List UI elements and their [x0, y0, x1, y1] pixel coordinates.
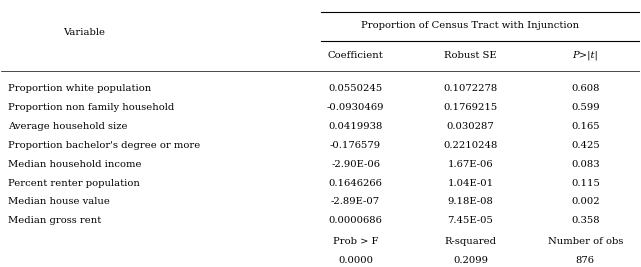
Text: 0.002: 0.002 — [571, 198, 600, 206]
Text: Proportion of Census Tract with Injunction: Proportion of Census Tract with Injuncti… — [362, 21, 579, 30]
Text: 0.165: 0.165 — [571, 122, 600, 131]
Text: 1.04E-01: 1.04E-01 — [447, 179, 494, 187]
Text: Robust SE: Robust SE — [444, 51, 497, 60]
Text: 7.45E-05: 7.45E-05 — [447, 217, 494, 225]
Text: Median gross rent: Median gross rent — [8, 217, 101, 225]
Text: Proportion white population: Proportion white population — [8, 84, 151, 93]
Text: -0.176579: -0.176579 — [330, 141, 381, 150]
Text: 0.2099: 0.2099 — [453, 256, 488, 265]
Text: 0.0000: 0.0000 — [338, 256, 373, 265]
Text: Median household income: Median household income — [8, 160, 141, 168]
Text: -0.0930469: -0.0930469 — [327, 103, 385, 112]
Text: Percent renter population: Percent renter population — [8, 179, 140, 187]
Text: 0.0550245: 0.0550245 — [328, 84, 383, 93]
Text: 0.0000686: 0.0000686 — [329, 217, 383, 225]
Text: 0.599: 0.599 — [571, 103, 600, 112]
Text: 0.1769215: 0.1769215 — [444, 103, 497, 112]
Text: Prob > F: Prob > F — [333, 237, 378, 246]
Text: 0.115: 0.115 — [571, 179, 600, 187]
Text: -2.90E-06: -2.90E-06 — [331, 160, 380, 168]
Text: Variable: Variable — [63, 29, 105, 37]
Text: Proportion bachelor's degree or more: Proportion bachelor's degree or more — [8, 141, 200, 150]
Text: P>|t|: P>|t| — [572, 51, 598, 60]
Text: Median house value: Median house value — [8, 198, 110, 206]
Text: 0.083: 0.083 — [571, 160, 600, 168]
Text: 0.0419938: 0.0419938 — [328, 122, 383, 131]
Text: 9.18E-08: 9.18E-08 — [447, 198, 494, 206]
Text: 0.1646266: 0.1646266 — [329, 179, 383, 187]
Text: 876: 876 — [576, 256, 595, 265]
Text: 1.67E-06: 1.67E-06 — [447, 160, 494, 168]
Text: 0.1072278: 0.1072278 — [444, 84, 497, 93]
Text: -2.89E-07: -2.89E-07 — [331, 198, 380, 206]
Text: 0.425: 0.425 — [571, 141, 600, 150]
Text: 0.358: 0.358 — [571, 217, 600, 225]
Text: 0.2210248: 0.2210248 — [444, 141, 497, 150]
Text: R-squared: R-squared — [444, 237, 497, 246]
Text: Proportion non family household: Proportion non family household — [8, 103, 174, 112]
Text: 0.608: 0.608 — [571, 84, 599, 93]
Text: Number of obs: Number of obs — [547, 237, 623, 246]
Text: 0.030287: 0.030287 — [447, 122, 494, 131]
Text: Coefficient: Coefficient — [328, 51, 383, 60]
Text: Average household size: Average household size — [8, 122, 128, 131]
